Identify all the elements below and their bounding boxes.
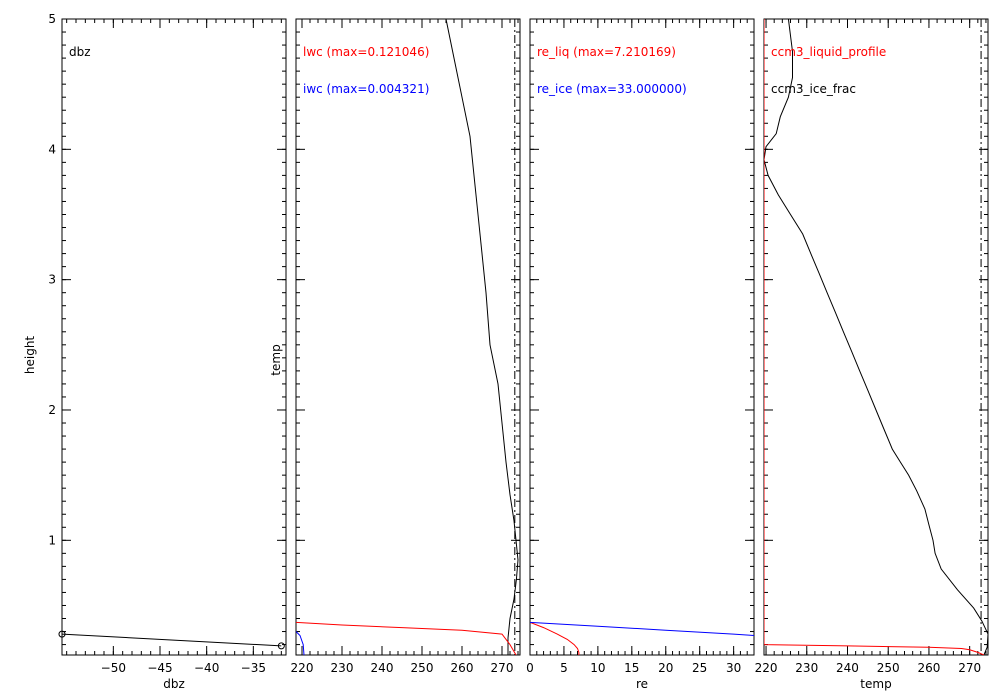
legend-entry: dbz bbox=[69, 45, 91, 59]
x-tick-label: 25 bbox=[692, 661, 707, 675]
panel-1: −50 −45 −40 −35 1 2 3 4 5 dbz height dbz bbox=[23, 12, 287, 691]
x-axis-label: temp bbox=[860, 677, 891, 691]
panel-3: 0 5 10 15 20 25 30 re re_liq (max=7.210169) re_ic… bbox=[526, 18, 755, 691]
legend-entry: re_liq (max=7.210169) bbox=[537, 45, 676, 59]
x-tick-label: 15 bbox=[624, 661, 639, 675]
y-tick-label: 2 bbox=[48, 403, 56, 417]
x-tick-label: 220 bbox=[291, 661, 314, 675]
series-line-1 bbox=[445, 19, 519, 655]
y-tick-label: 4 bbox=[48, 142, 56, 156]
legend-entry: iwc (max=0.004321) bbox=[303, 82, 429, 96]
x-tick-label: 270 bbox=[491, 661, 514, 675]
x-tick-label: 240 bbox=[371, 661, 394, 675]
x-tick-label: 0 bbox=[526, 661, 534, 675]
series-line-2 bbox=[296, 621, 517, 655]
series-line-2 bbox=[764, 19, 985, 655]
panel-frame bbox=[295, 18, 521, 656]
x-axis-label: dbz bbox=[163, 677, 185, 691]
y-tick-label: 5 bbox=[48, 12, 56, 26]
panel-frame bbox=[763, 18, 989, 656]
x-tick-label: −45 bbox=[147, 661, 172, 675]
x-tick-label: 240 bbox=[836, 661, 859, 675]
x-tick-label: −40 bbox=[194, 661, 219, 675]
x-tick-label: 250 bbox=[877, 661, 900, 675]
panel-4: 220 230 240 250 260 270 temp ccm3_liquid_profil… bbox=[755, 18, 989, 691]
x-tick-label: 5 bbox=[560, 661, 568, 675]
plot-area bbox=[62, 633, 282, 647]
x-tick-label: 230 bbox=[331, 661, 354, 675]
series-point bbox=[58, 630, 66, 638]
x-tick-label: 260 bbox=[451, 661, 474, 675]
series-line-1 bbox=[62, 633, 282, 647]
plot-area bbox=[764, 19, 988, 655]
x-tick-label: 260 bbox=[917, 661, 940, 675]
y-tick-label: 3 bbox=[48, 273, 56, 287]
series-line-2 bbox=[530, 621, 754, 636]
panel-frame bbox=[61, 18, 287, 656]
x-tick-label: −35 bbox=[241, 661, 266, 675]
panel-2: 220 230 240 250 260 270 temp lwc (max=0.121046)… bbox=[269, 18, 521, 675]
x-tick-label: 220 bbox=[755, 661, 778, 675]
legend-entry: ccm3_ice_frac bbox=[771, 82, 856, 96]
x-axis-label: re bbox=[636, 677, 648, 691]
series-line-1 bbox=[530, 621, 580, 655]
x-tick-label: 20 bbox=[658, 661, 673, 675]
panel-frame bbox=[529, 18, 755, 656]
y-axis-label: height bbox=[23, 336, 37, 375]
plot-area bbox=[530, 621, 754, 655]
x-tick-label: 230 bbox=[795, 661, 818, 675]
x-tick-label: −50 bbox=[101, 661, 126, 675]
legend-entry: ccm3_liquid_profile bbox=[771, 45, 886, 59]
y-axis-label: temp bbox=[269, 344, 283, 375]
x-tick-label: 270 bbox=[958, 661, 981, 675]
series-line-1 bbox=[764, 19, 988, 655]
series-point bbox=[277, 642, 285, 650]
series-line-3 bbox=[296, 631, 305, 655]
y-tick-label: 1 bbox=[48, 533, 56, 547]
legend-entry: lwc (max=0.121046) bbox=[303, 45, 429, 59]
legend-entry: re_ice (max=33.000000) bbox=[537, 82, 687, 96]
plot-area bbox=[296, 19, 519, 655]
x-tick-label: 10 bbox=[590, 661, 605, 675]
x-tick-label: 30 bbox=[726, 661, 741, 675]
x-tick-label: 250 bbox=[411, 661, 434, 675]
